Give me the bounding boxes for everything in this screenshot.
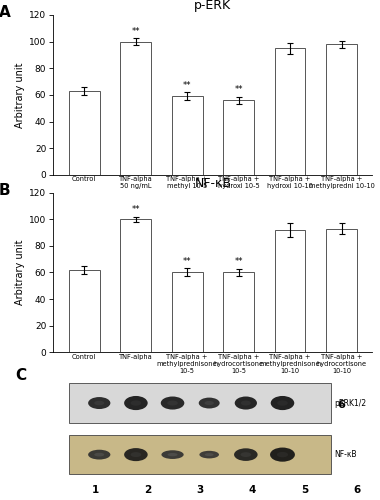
Ellipse shape xyxy=(94,453,104,456)
Text: 4: 4 xyxy=(234,400,242,410)
Bar xyxy=(172,96,203,175)
Bar xyxy=(69,435,331,474)
Text: 1: 1 xyxy=(80,223,88,233)
Text: pERK1/2: pERK1/2 xyxy=(335,398,367,407)
Text: 5: 5 xyxy=(286,400,294,410)
Ellipse shape xyxy=(162,450,184,459)
Text: 3: 3 xyxy=(196,485,204,495)
Text: **: ** xyxy=(131,205,140,214)
Bar xyxy=(326,228,357,352)
Ellipse shape xyxy=(277,452,288,458)
Bar xyxy=(275,230,306,352)
Ellipse shape xyxy=(241,452,251,457)
Ellipse shape xyxy=(241,400,251,406)
Text: 6: 6 xyxy=(353,485,361,495)
Bar xyxy=(69,383,331,423)
Text: **: ** xyxy=(234,258,243,266)
Text: 1: 1 xyxy=(92,485,99,495)
Ellipse shape xyxy=(124,448,148,461)
Text: A: A xyxy=(0,6,11,20)
Ellipse shape xyxy=(271,396,294,410)
Bar xyxy=(69,270,100,352)
Text: **: ** xyxy=(234,86,243,94)
Ellipse shape xyxy=(88,397,110,409)
Text: 2: 2 xyxy=(144,485,151,495)
Text: 3: 3 xyxy=(183,400,191,410)
Bar xyxy=(120,42,151,175)
Text: 4: 4 xyxy=(234,223,242,233)
Bar xyxy=(275,48,306,175)
Bar xyxy=(69,91,100,175)
Text: **: ** xyxy=(183,80,191,90)
Text: 2: 2 xyxy=(132,400,139,410)
Title: p-ERK: p-ERK xyxy=(194,0,231,12)
Bar xyxy=(326,44,357,175)
Text: B: B xyxy=(0,183,11,198)
Text: 5: 5 xyxy=(286,223,294,233)
Ellipse shape xyxy=(131,452,141,457)
Ellipse shape xyxy=(277,400,288,406)
Ellipse shape xyxy=(235,396,257,409)
Ellipse shape xyxy=(94,401,104,406)
Text: **: ** xyxy=(183,257,191,266)
Ellipse shape xyxy=(88,450,110,460)
Ellipse shape xyxy=(234,448,258,461)
Text: 4: 4 xyxy=(249,485,256,495)
Bar xyxy=(120,219,151,352)
Ellipse shape xyxy=(199,398,220,408)
Text: NF-κB: NF-κB xyxy=(335,450,357,459)
Bar xyxy=(223,100,254,175)
Text: C: C xyxy=(15,368,26,382)
Y-axis label: Arbitrary unit: Arbitrary unit xyxy=(15,62,25,128)
Bar xyxy=(223,272,254,352)
Ellipse shape xyxy=(204,401,214,405)
Text: 5: 5 xyxy=(301,485,308,495)
Ellipse shape xyxy=(161,396,184,409)
Ellipse shape xyxy=(124,396,148,410)
Title: NF-κB: NF-κB xyxy=(194,177,231,190)
Text: 6: 6 xyxy=(337,400,345,410)
Ellipse shape xyxy=(167,400,178,406)
Y-axis label: Arbitrary unit: Arbitrary unit xyxy=(15,240,25,305)
Text: 3: 3 xyxy=(183,223,191,233)
Ellipse shape xyxy=(200,451,219,458)
Text: 1: 1 xyxy=(80,400,88,410)
Ellipse shape xyxy=(270,448,295,462)
Text: **: ** xyxy=(131,26,140,36)
Bar xyxy=(172,272,203,352)
Ellipse shape xyxy=(205,453,214,456)
Text: 6: 6 xyxy=(337,223,345,233)
Ellipse shape xyxy=(168,453,177,456)
Text: 2: 2 xyxy=(132,223,139,233)
Ellipse shape xyxy=(131,400,141,406)
